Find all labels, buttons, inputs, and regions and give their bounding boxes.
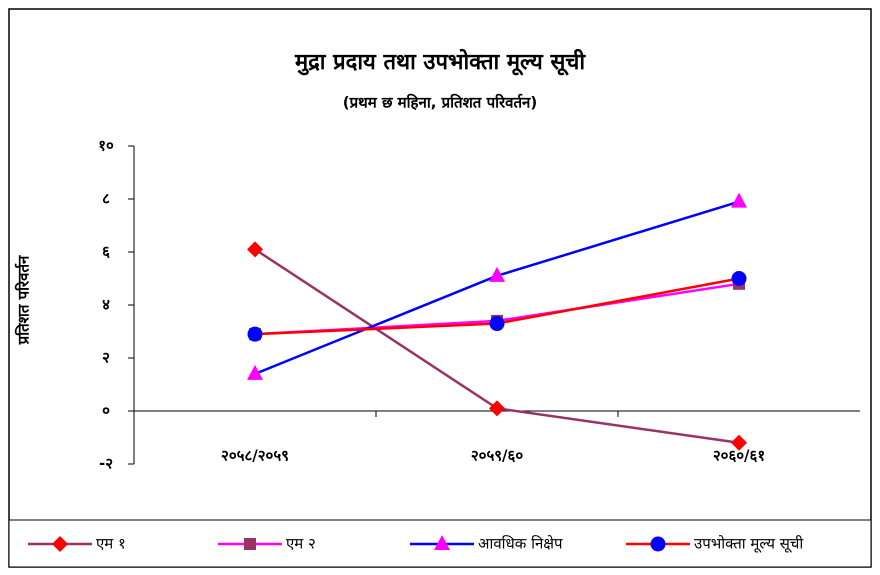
legend-label: एम २ (286, 535, 316, 553)
marker (244, 538, 256, 550)
marker (247, 326, 263, 342)
x-tick-label: २०५९/६० (471, 447, 523, 465)
marker (731, 434, 747, 451)
y-tick-label: -२ (99, 455, 113, 473)
legend-label: एम १ (96, 535, 126, 553)
marker (247, 364, 263, 380)
marker (52, 536, 68, 552)
y-tick-label: १० (98, 137, 114, 155)
y-tick-label: ० (102, 402, 110, 420)
marker (489, 266, 505, 282)
marker (650, 536, 666, 552)
marker (489, 316, 505, 332)
marker (434, 535, 450, 550)
x-tick-label: २०५८/२०५९ (221, 447, 289, 465)
marker (247, 241, 263, 258)
x-tick-label: २०६०/६१ (713, 447, 765, 465)
chart-border (8, 8, 872, 568)
y-tick-label: ६ (102, 243, 110, 261)
chart-title: मुद्रा प्रदाय तथा उपभोक्ता मूल्य सूची (294, 48, 586, 76)
legend-label: उपभोक्ता मूल्य सूची (694, 535, 804, 554)
y-tick-label: ४ (102, 296, 110, 314)
marker (731, 271, 747, 286)
chart-subtitle: (प्रथम छ महिना, प्रतिशत परिवर्तन) (343, 94, 537, 112)
marker (731, 192, 747, 208)
marker (489, 400, 505, 417)
legend-label: आवधिक निक्षेप (478, 535, 563, 553)
y-tick-label: २ (102, 349, 110, 367)
y-axis-label: प्रतिशत परिवर्तन (15, 255, 33, 345)
y-tick-label: ८ (102, 190, 110, 208)
